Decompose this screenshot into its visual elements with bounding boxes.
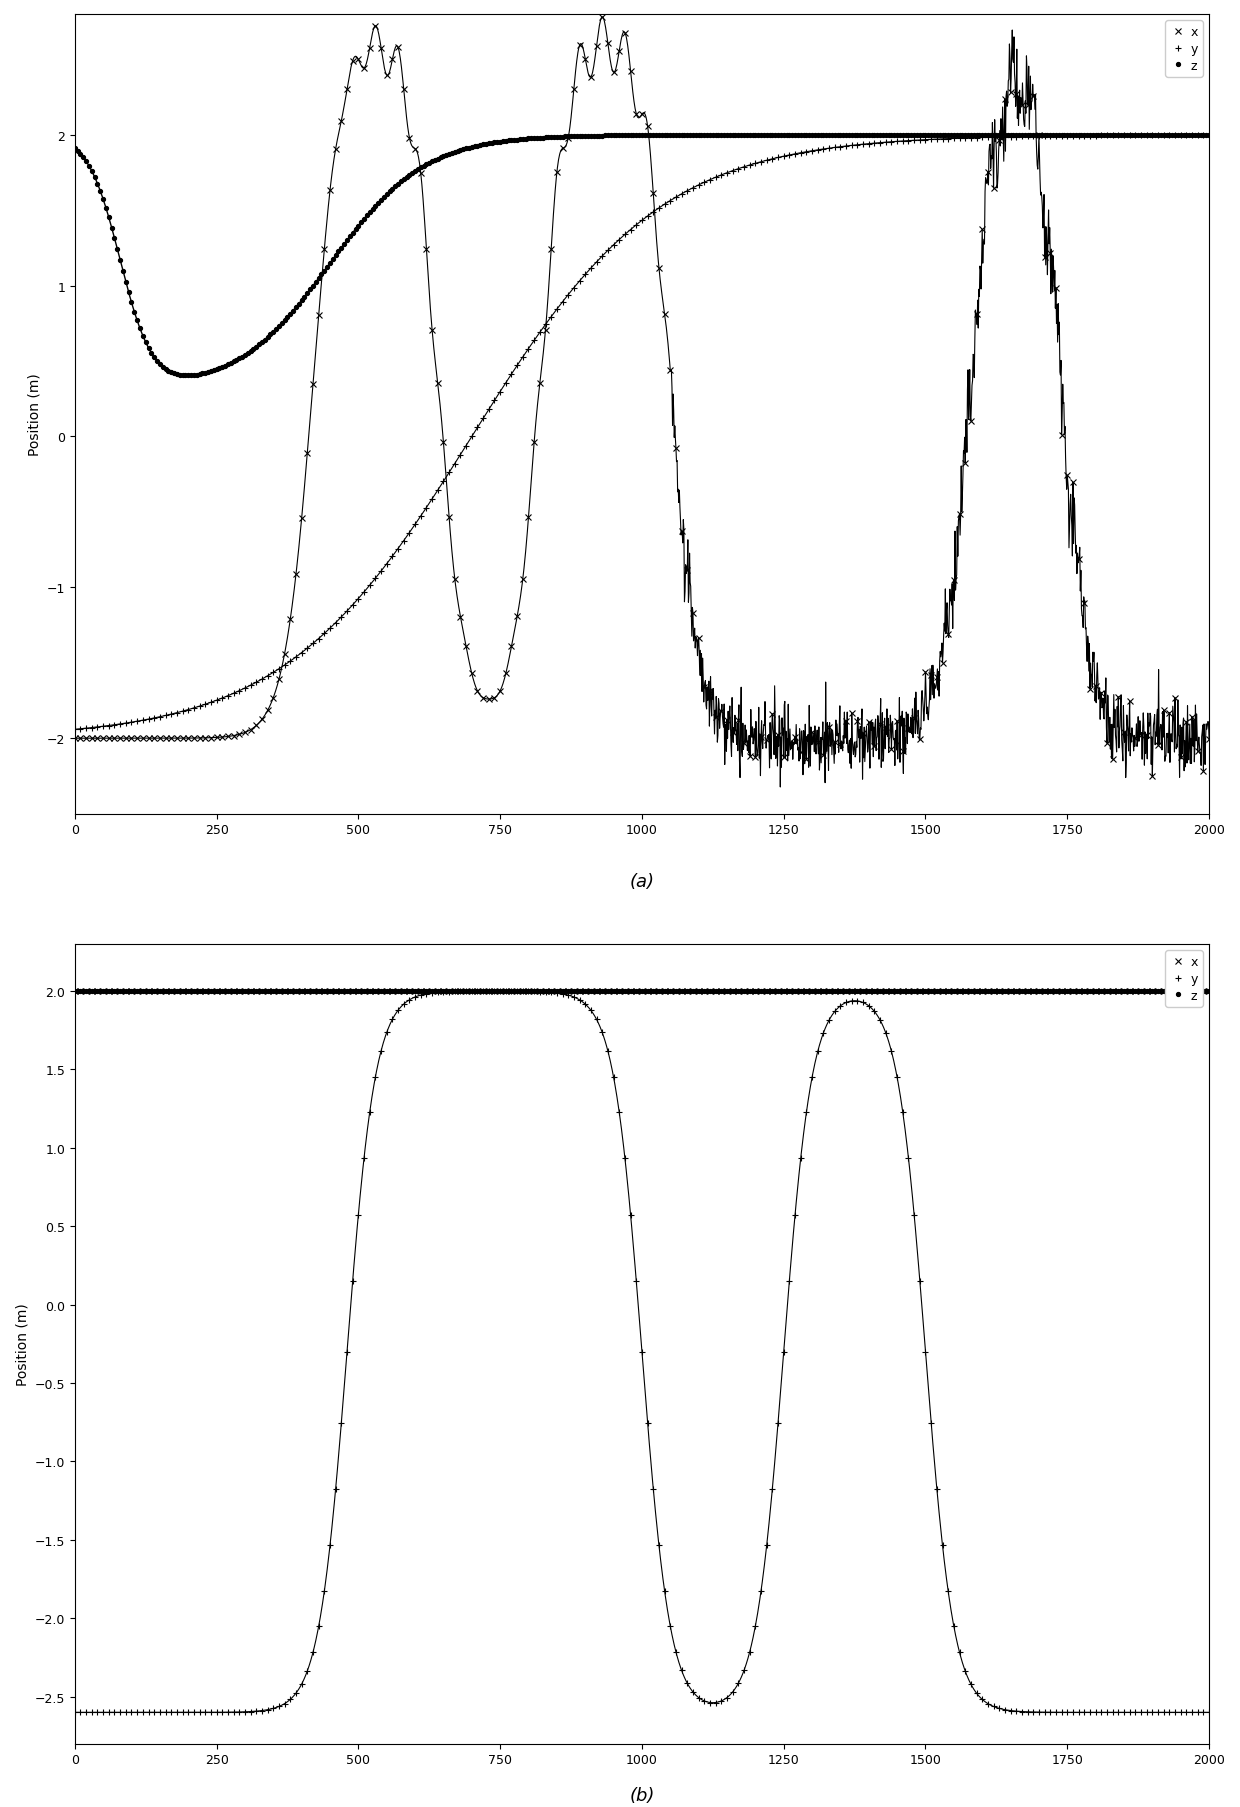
z — [1202, 981, 1216, 1003]
z — [479, 134, 494, 155]
y — [73, 1702, 88, 1724]
x — [67, 728, 82, 750]
z — [67, 981, 82, 1003]
z — [901, 125, 916, 146]
z — [637, 981, 652, 1003]
Line: x: x — [72, 988, 1211, 994]
z — [794, 125, 808, 146]
y — [73, 719, 88, 741]
z — [67, 139, 82, 161]
z — [1202, 125, 1216, 146]
x — [1202, 728, 1216, 750]
y — [487, 981, 502, 1003]
x — [481, 981, 496, 1003]
x — [680, 981, 694, 1003]
z — [215, 981, 229, 1003]
y — [1111, 1702, 1126, 1724]
Line: z: z — [73, 990, 1211, 994]
x — [686, 602, 701, 623]
y — [686, 1681, 701, 1702]
Text: (a): (a) — [630, 873, 655, 891]
x — [1202, 981, 1216, 1003]
y — [680, 181, 694, 202]
x — [170, 981, 185, 1003]
y — [549, 983, 564, 1005]
z — [790, 981, 805, 1003]
z — [181, 365, 196, 387]
z — [218, 356, 233, 378]
y — [1105, 125, 1120, 146]
z — [691, 125, 706, 146]
z — [898, 981, 913, 1003]
y — [1202, 1702, 1216, 1724]
Line: y: y — [72, 988, 1211, 1715]
y — [170, 703, 185, 725]
x — [595, 7, 610, 29]
x — [1111, 687, 1126, 708]
x — [67, 981, 82, 1003]
z — [476, 981, 491, 1003]
x — [481, 688, 496, 710]
Line: y: y — [72, 134, 1211, 732]
y — [170, 1702, 185, 1724]
z — [640, 125, 655, 146]
Line: x: x — [72, 14, 1211, 779]
x — [170, 728, 185, 750]
x — [73, 981, 88, 1003]
y — [543, 307, 558, 329]
x — [1105, 981, 1120, 1003]
x — [73, 728, 88, 750]
x — [1145, 766, 1159, 788]
x — [543, 239, 558, 260]
Y-axis label: Position (m): Position (m) — [15, 1303, 29, 1386]
y — [481, 981, 496, 1003]
y — [67, 1702, 82, 1724]
z — [688, 981, 703, 1003]
Y-axis label: Position (m): Position (m) — [27, 374, 41, 455]
Line: z: z — [73, 134, 1211, 378]
y — [1202, 125, 1216, 146]
x — [543, 981, 558, 1003]
Text: (b): (b) — [629, 1785, 655, 1803]
y — [67, 719, 82, 741]
Legend: x, y, z: x, y, z — [1166, 22, 1203, 78]
y — [481, 399, 496, 421]
Legend: x, y, z: x, y, z — [1166, 950, 1203, 1006]
